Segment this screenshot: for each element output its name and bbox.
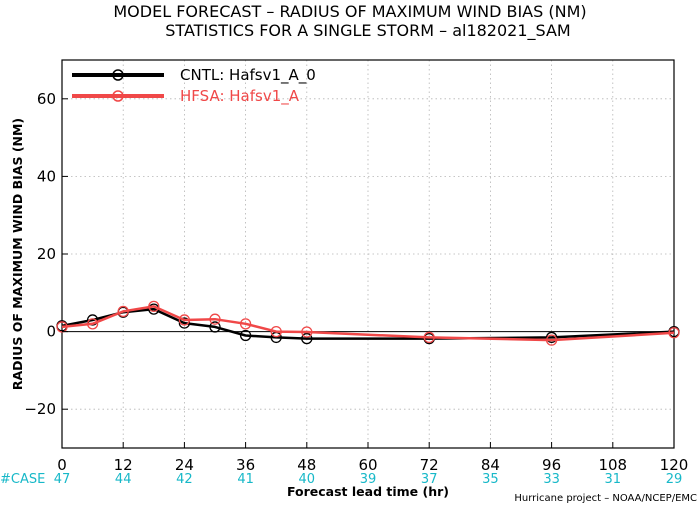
x-tick-label: 96 (542, 456, 561, 474)
data-point-hfsa (148, 300, 160, 313)
legend: CNTL: Hafsv1_A_0 HFSA: Hafsv1_A (72, 66, 316, 106)
legend-label-cntl: CNTL: Hafsv1_A_0 (180, 66, 316, 85)
chart-subtitle: STATISTICS FOR A SINGLE STORM – al182021… (165, 21, 570, 41)
case-count: 29 (666, 472, 683, 487)
case-count: 40 (299, 472, 316, 487)
data-point-hfsa (668, 327, 680, 339)
chart-title: MODEL FORECAST – RADIUS OF MAXIMUM WIND … (113, 2, 586, 21)
case-count: 47 (54, 472, 71, 487)
legend-marker-cntl (112, 69, 124, 81)
data-point-hfsa (209, 313, 221, 325)
x-tick-label: 0 (57, 456, 67, 474)
x-tick-label: 48 (297, 456, 316, 474)
case-count: 44 (115, 472, 132, 487)
case-count: 42 (176, 472, 193, 487)
legend-label-hfsa: HFSA: Hafsv1_A (180, 87, 300, 106)
credit-text: Hurricane project – NOAA/NCEP/EMC (514, 493, 697, 504)
data-point-hfsa (239, 318, 252, 330)
data-point-hfsa (301, 326, 313, 338)
data-point-hfsa (178, 314, 191, 326)
data-point-cntl (209, 321, 221, 333)
data-point-hfsa (423, 331, 435, 344)
data-point-cntl (239, 329, 252, 342)
y-tick-label: 40 (37, 167, 56, 185)
data-point-cntl (545, 331, 558, 344)
case-count: 35 (482, 472, 499, 487)
x-tick-label: 120 (660, 456, 689, 474)
x-tick-label: 72 (420, 456, 439, 474)
data-point-cntl (301, 332, 313, 345)
x-tick-label: 60 (358, 456, 377, 474)
legend-marker-hfsa (112, 90, 124, 102)
data-point-hfsa (270, 325, 282, 338)
gridlines (62, 60, 674, 448)
case-counts: 47 44 42 41 40 39 37 35 33 31 29 (54, 472, 683, 487)
x-tick-label: 36 (236, 456, 255, 474)
x-tick-label: 108 (598, 456, 627, 474)
data-point-cntl (178, 317, 191, 329)
case-count: 41 (237, 472, 254, 487)
data-point-hfsa (117, 305, 129, 318)
series-layer (56, 300, 680, 346)
case-label: #CASE (0, 472, 45, 487)
data-point-hfsa (545, 334, 558, 346)
case-count: 37 (421, 472, 438, 487)
y-tick-label: 0 (46, 323, 56, 341)
x-axis-label: Forecast lead time (hr) (287, 484, 449, 499)
x-tick-label: 12 (114, 456, 133, 474)
tick-layer: 0 12 24 36 48 60 72 84 96 108 120 −20 0 20 40 60 (24, 90, 688, 474)
x-tick-label: 24 (175, 456, 194, 474)
y-tick-label: 20 (37, 245, 56, 263)
y-tick-label: 60 (37, 90, 56, 108)
x-tick-label: 84 (481, 456, 500, 474)
case-count: 31 (605, 472, 622, 487)
case-count: 39 (360, 472, 377, 487)
case-count: 33 (543, 472, 560, 487)
y-axis-label: RADIUS OF MAXIMUM WIND BIAS (NM) (10, 118, 25, 390)
y-tick-label: −20 (24, 400, 56, 418)
data-point-hfsa (86, 318, 99, 330)
